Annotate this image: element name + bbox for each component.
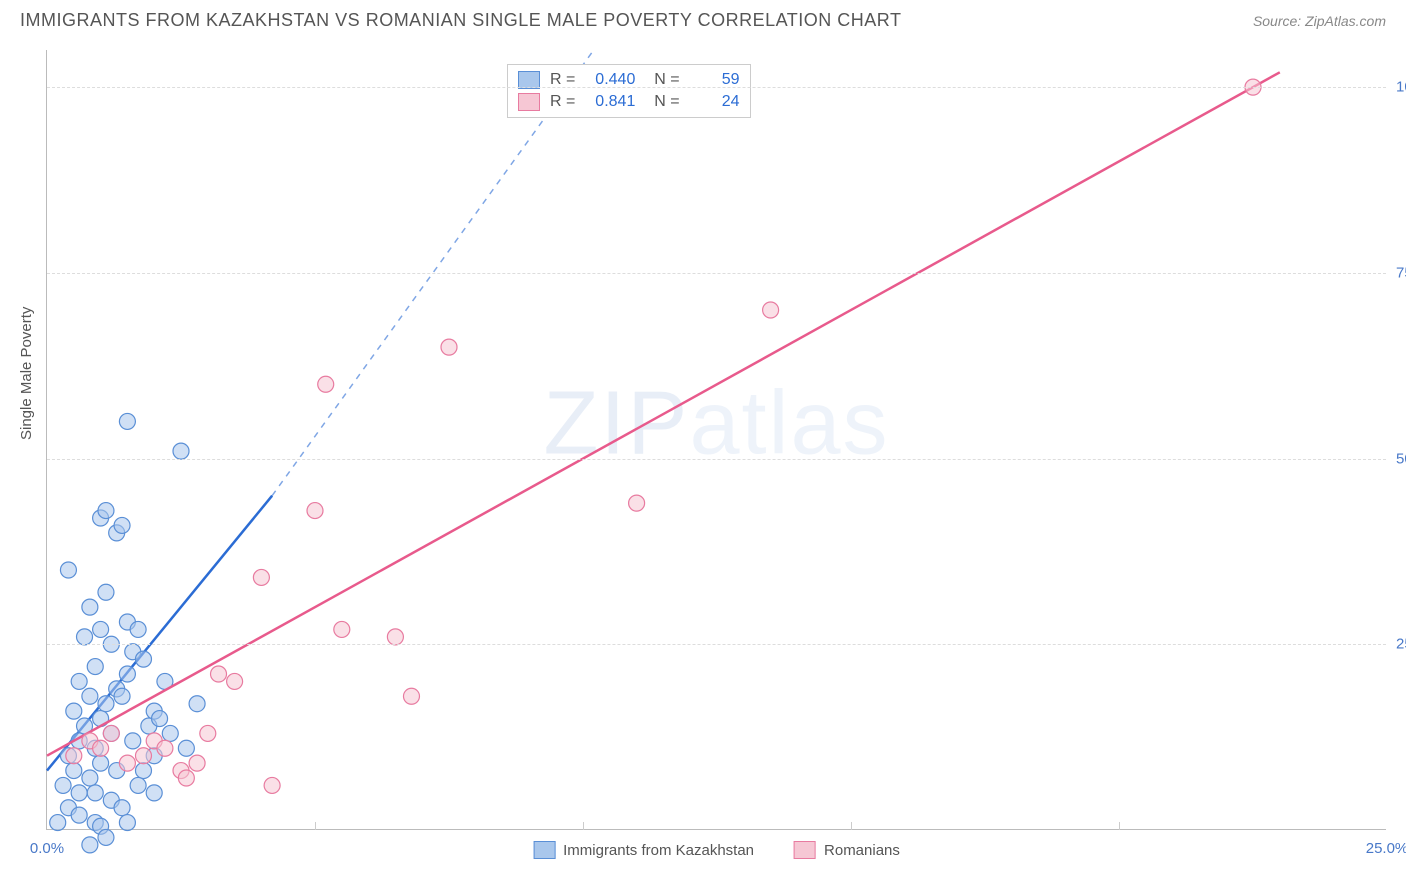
legend-item-0: Immigrants from Kazakhstan <box>533 841 754 859</box>
ytick-label: 50.0% <box>1396 450 1406 467</box>
chart-area: ZIPatlas R = 0.440 N = 59 R = 0.841 N = … <box>46 50 1386 830</box>
grid-h <box>47 459 1386 460</box>
xtick-mark <box>315 822 316 830</box>
grid-h <box>47 644 1386 645</box>
legend-item-1: Romanians <box>794 841 900 859</box>
xtick-mark <box>583 822 584 830</box>
legend-bottom: Immigrants from Kazakhstan Romanians <box>533 841 900 859</box>
legend-stats: R = 0.440 N = 59 R = 0.841 N = 24 <box>507 64 751 118</box>
ytick-label: 100.0% <box>1396 79 1406 96</box>
xtick-label: 25.0% <box>1366 840 1406 857</box>
grid-h <box>47 87 1386 88</box>
grid-h <box>47 273 1386 274</box>
xtick-mark <box>851 822 852 830</box>
xtick-mark <box>1119 822 1120 830</box>
plot-area: ZIPatlas R = 0.440 N = 59 R = 0.841 N = … <box>46 50 1386 830</box>
plot-svg <box>47 50 1386 829</box>
legend-stats-row-1: R = 0.841 N = 24 <box>518 91 740 113</box>
n-value-1: 24 <box>690 93 740 111</box>
xtick-label: 0.0% <box>30 840 64 857</box>
r-value-1: 0.841 <box>585 93 635 111</box>
legend-bottom-swatch-0 <box>533 841 555 859</box>
legend-swatch-1 <box>518 93 540 111</box>
legend-bottom-label-0: Immigrants from Kazakhstan <box>563 842 754 859</box>
legend-bottom-label-1: Romanians <box>824 842 900 859</box>
page-title: IMMIGRANTS FROM KAZAKHSTAN VS ROMANIAN S… <box>20 10 901 31</box>
ytick-label: 25.0% <box>1396 636 1406 653</box>
y-axis-label: Single Male Poverty <box>18 307 35 440</box>
ytick-label: 75.0% <box>1396 264 1406 281</box>
source-label: Source: ZipAtlas.com <box>1253 13 1386 29</box>
legend-bottom-swatch-1 <box>794 841 816 859</box>
